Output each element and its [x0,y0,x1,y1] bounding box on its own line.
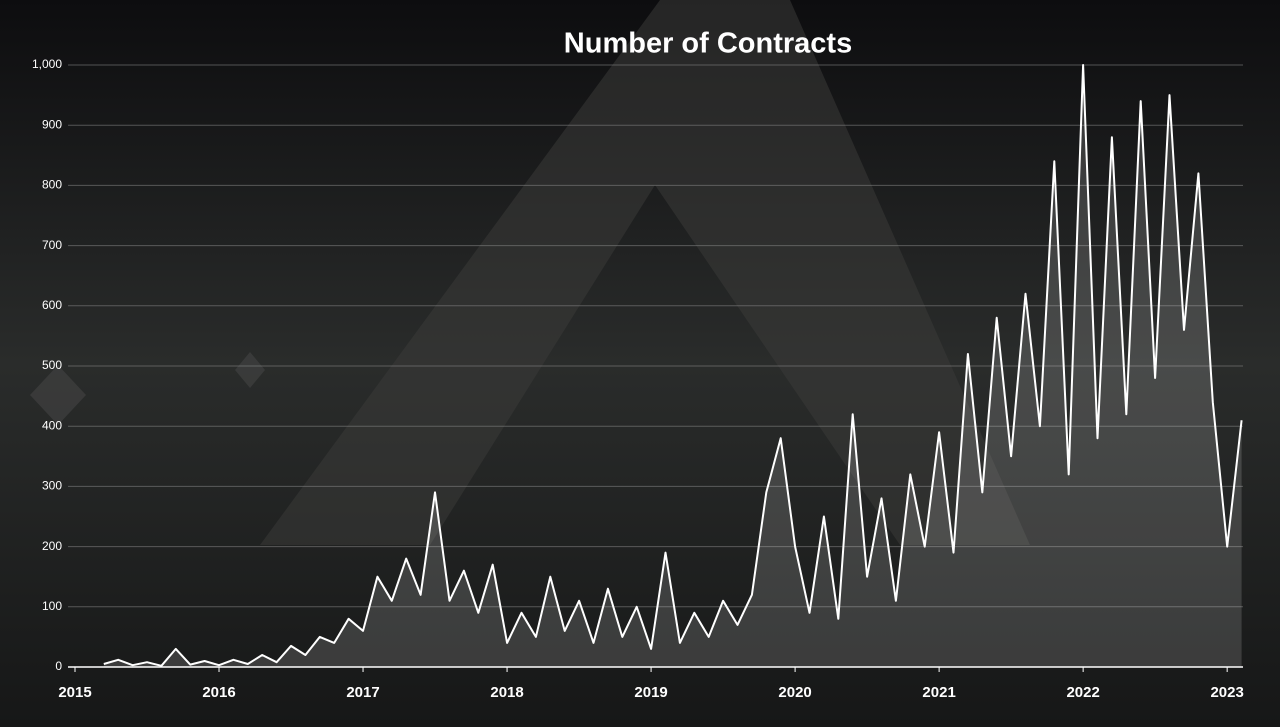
background-ornament [30,352,265,425]
x-tick-label: 2018 [490,684,523,701]
x-tick-label: 2021 [922,684,955,701]
y-tick-label: 100 [42,599,62,613]
y-tick-label: 0 [55,659,62,673]
x-tick-label: 2015 [58,684,91,701]
y-tick-label: 1,000 [32,57,62,71]
background-emblem [260,0,1030,545]
y-tick-label: 800 [42,178,62,192]
x-tick-label: 2023 [1210,684,1243,701]
x-tick-label: 2022 [1066,684,1099,701]
y-tick-label: 700 [42,238,62,252]
x-tick-label: 2019 [634,684,667,701]
y-tick-label: 600 [42,298,62,312]
y-tick-label: 400 [42,418,62,432]
y-tick-label: 900 [42,117,62,131]
x-tick-label: 2016 [202,684,235,701]
x-tick-label: 2020 [778,684,811,701]
line [103,64,1243,667]
y-tick-label: 500 [42,358,62,372]
y-tick-label: 200 [42,539,62,553]
chart-title: Number of Contracts [564,28,852,60]
x-tick-label: 2017 [346,684,379,701]
y-tick-label: 300 [42,479,62,493]
area [103,65,1242,667]
